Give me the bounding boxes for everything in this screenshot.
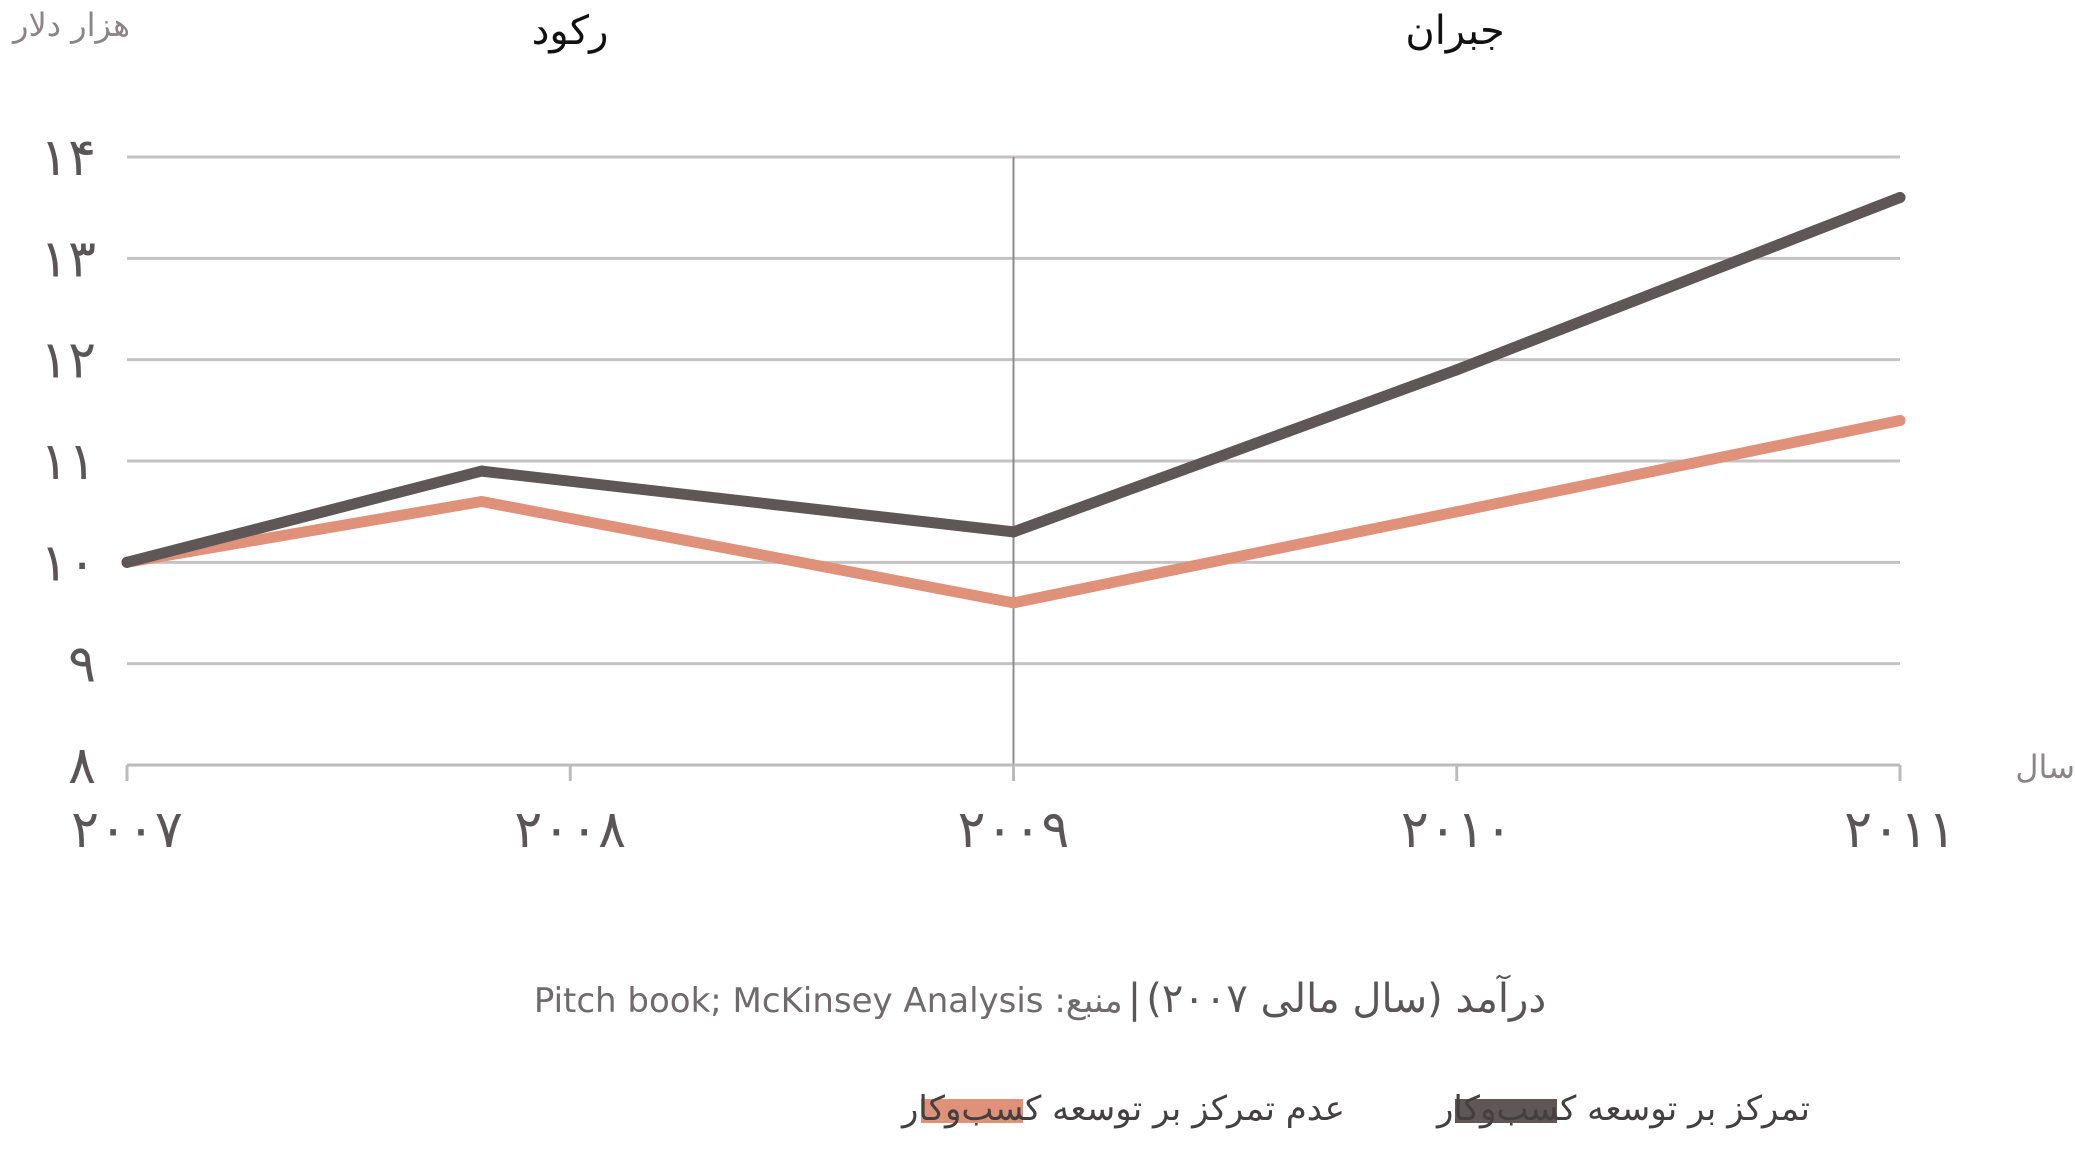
caption-separator: |	[1128, 976, 1141, 1022]
x-tick-label-2007: ۲۰۰۷	[71, 800, 183, 860]
series-0-point-1	[476, 465, 488, 477]
x-axis-unit-label: سال	[2015, 748, 2075, 786]
legend-label-focused: تمرکز بر توسعه کسب‌وکار	[1435, 1089, 1810, 1129]
series-0-point-0	[121, 556, 133, 568]
y-tick-label-13: ۱۳	[40, 229, 96, 289]
gridlines	[127, 155, 1900, 779]
legend: تمرکز بر توسعه کسب‌وکار عدم تمرکز بر توس…	[900, 1089, 1810, 1129]
y-tick-label-9: ۹	[68, 635, 96, 695]
series-lines	[121, 192, 1906, 609]
legend-label-unfocused: عدم تمرکز بر توسعه کسب‌وکار	[900, 1089, 1345, 1129]
y-tick-label-10: ۱۰	[40, 533, 96, 593]
series-1-point-3	[1451, 506, 1463, 518]
series-0-point-4	[1894, 192, 1906, 204]
x-tick-label-2009: ۲۰۰۹	[958, 800, 1070, 860]
legend-swatch-focused	[1455, 1099, 1557, 1123]
series-0-point-2	[1008, 526, 1019, 538]
y-tick-label-11: ۱۱	[40, 432, 96, 492]
phase-label-recession: رکود	[532, 8, 609, 54]
y-tick-label-14: ۱۴	[40, 128, 96, 188]
y-tick-label-8: ۸	[68, 736, 96, 796]
chart-caption: درآمد (سال مالی ۲۰۰۷) | منبع: Pitch book…	[534, 974, 1546, 1022]
series-1-point-4	[1894, 414, 1906, 426]
y-axis-ticks: ۸ ۹ ۱۰ ۱۱ ۱۲ ۱۳ ۱۴	[40, 128, 96, 796]
x-axis: ۲۰۰۷ ۲۰۰۸ ۲۰۰۹ ۲۰۱۰ ۲۰۱۱	[71, 763, 1956, 860]
y-tick-label-12: ۱۲	[40, 331, 96, 391]
caption-source: منبع: Pitch book; McKinsey Analysis	[534, 981, 1123, 1021]
y-axis-unit-label: هزار دلار	[11, 6, 130, 44]
legend-swatch-unfocused	[921, 1099, 1023, 1123]
series-0-point-3	[1451, 364, 1463, 376]
phase-label-recovery: جبران	[1405, 8, 1504, 54]
x-tick-label-2011: ۲۰۱۱	[1844, 800, 1956, 860]
x-tick-label-2008: ۲۰۰۸	[514, 800, 626, 860]
x-tick-label-2010: ۲۰۱۰	[1401, 800, 1513, 860]
series-1-point-2	[1008, 597, 1019, 609]
caption-title: درآمد (سال مالی ۲۰۰۷)	[1146, 974, 1546, 1022]
series-1-point-1	[476, 496, 488, 508]
